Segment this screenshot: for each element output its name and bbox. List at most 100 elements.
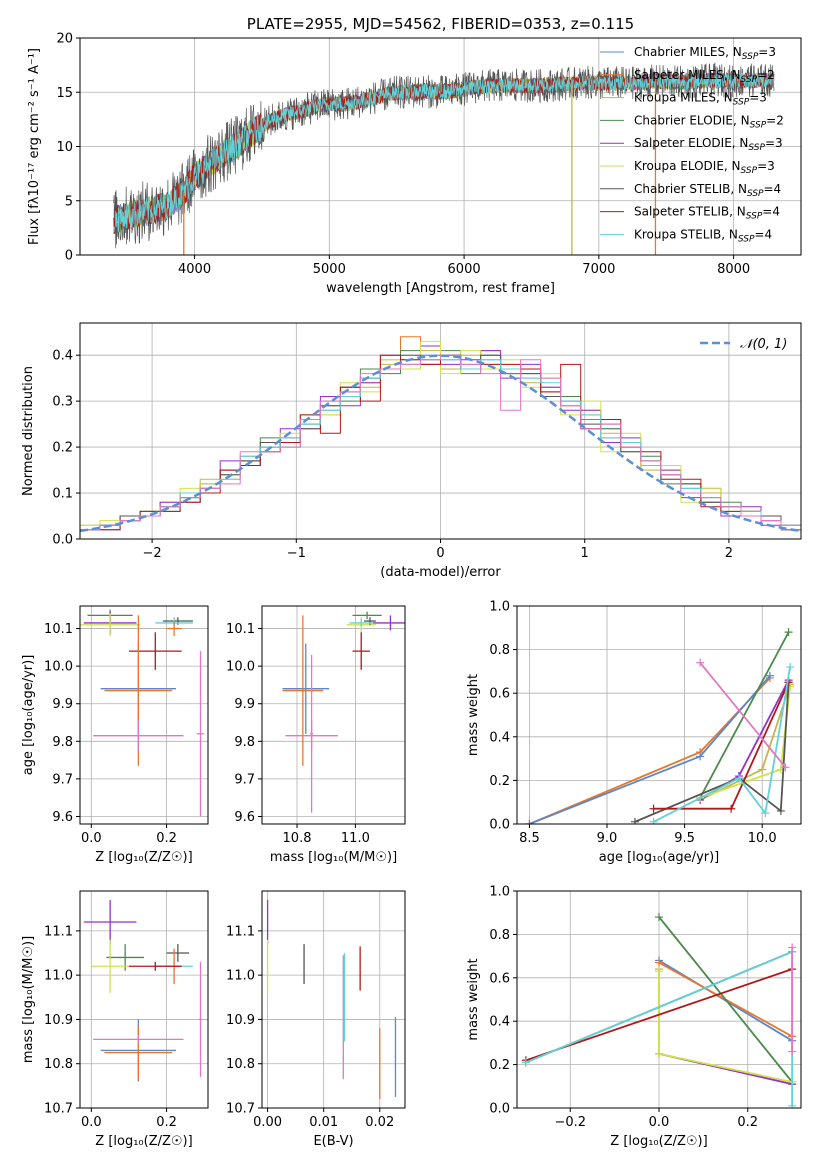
x-tick-label: 11.0 <box>341 831 370 846</box>
x-axis-label: Z [log₁₀(Z/Z☉)] <box>95 850 192 865</box>
y-tick-label: 11.0 <box>226 969 255 984</box>
weight-marker <box>776 806 785 815</box>
x-tick-label: 4000 <box>178 262 211 277</box>
axes-frame <box>261 890 406 1109</box>
weight-line-2 <box>658 969 793 1085</box>
x-tick-label: 7000 <box>582 262 615 277</box>
x-axis-label: mass [log₁₀(M/M☉)] <box>270 850 397 865</box>
plot-area <box>80 891 208 1108</box>
model-spectrum-8 <box>113 72 775 233</box>
legend-label: Salpeter STELIB, NSSP=4 <box>634 205 780 222</box>
x-tick-label: 0.0 <box>81 831 102 846</box>
legend-label: Chabrier ELODIE, NSSP=2 <box>634 113 784 130</box>
y-tick-label: 9.8 <box>52 735 73 750</box>
x-tick-label: 10.8 <box>283 831 312 846</box>
x-tick-label: 10.0 <box>748 831 777 846</box>
y-tick-label: 0.0 <box>489 1102 510 1117</box>
weight-marker <box>781 763 790 772</box>
weight-marker <box>761 809 770 818</box>
weight-marker <box>788 1047 797 1056</box>
y-tick-label: 11.1 <box>44 924 73 939</box>
x-tick-label: 8.5 <box>519 831 540 846</box>
weight-marker <box>784 628 793 637</box>
x-axis-label: age [log₁₀(age/yr)] <box>599 850 720 865</box>
legend-label: Chabrier MILES, NSSP=3 <box>634 45 776 62</box>
y-tick-label: 0.6 <box>489 687 510 702</box>
x-axis-label: Z [log₁₀(Z/Z☉)] <box>95 1134 192 1149</box>
weight-marker <box>521 1058 530 1067</box>
x-tick-label: 9.5 <box>674 831 695 846</box>
y-tick-label: 10.9 <box>44 1013 73 1028</box>
weight-marker <box>786 663 795 672</box>
y-tick-label: 15 <box>56 86 73 101</box>
weight-marker <box>788 943 797 952</box>
y-tick-label: 0.8 <box>489 928 510 943</box>
weight-line-5 <box>658 971 793 1083</box>
y-tick-label: 10.8 <box>44 1057 73 1072</box>
y-tick-label: 20 <box>56 32 73 47</box>
axes-frame <box>79 890 209 1109</box>
y-tick-label: 10.1 <box>226 622 255 637</box>
y-tick-label: 9.7 <box>234 772 255 787</box>
x-axis-label: Z [log₁₀(Z/Z☉)] <box>610 1134 707 1149</box>
x-tick-label: 0.2 <box>156 1115 177 1130</box>
plot-area <box>262 606 405 824</box>
y-tick-label: 11.1 <box>226 924 255 939</box>
x-axis-label: (data-model)/error <box>380 565 501 580</box>
x-tick-label: 0.02 <box>365 1115 394 1130</box>
y-tick-label: 10.8 <box>226 1057 255 1072</box>
legend-label: Kroupa STELIB, NSSP=4 <box>634 227 772 244</box>
panel-spectrum: 4000 5000 6000 7000 8000 0 5 10 15 20 wavelength [… <box>27 15 802 296</box>
y-tick-label: 0.2 <box>489 774 510 789</box>
y-tick-label: 11.0 <box>44 969 73 984</box>
x-tick-label: 0.0 <box>649 1115 670 1130</box>
weight-marker <box>788 1101 797 1108</box>
panel-residuals: −2 −1 0 1 2 0.0 0.1 0.2 0.3 0.4 (data-model)/error… <box>21 322 802 580</box>
plot-area <box>80 323 801 539</box>
x-tick-label: 0.0 <box>81 1115 102 1130</box>
panel-weight_vs_age: 8.5 9.0 9.5 10.0 0.0 0.2 0.4 0.6 0.8 1.0 age [log₁… <box>466 600 802 865</box>
y-tick-label: 0.4 <box>52 349 73 364</box>
y-tick-label: 9.8 <box>234 735 255 750</box>
y-axis-label: mass [log₁₀(M/M☉)] <box>21 936 36 1063</box>
weight-marker <box>727 804 736 813</box>
y-tick-label: 10.9 <box>226 1013 255 1028</box>
panel-weight_vs_z: −0.2 0.0 0.2 0.0 0.2 0.4 0.6 0.8 1.0 Z [log₁₀(Z/Z… <box>466 885 802 1149</box>
x-tick-label: 5000 <box>313 262 346 277</box>
y-tick-label: 0.0 <box>489 818 510 833</box>
weight-marker <box>696 658 705 667</box>
y-axis-label: Normed distribution <box>21 366 36 496</box>
weight-marker <box>655 967 663 976</box>
weight-line-8 <box>653 666 791 823</box>
y-tick-label: 10.7 <box>226 1102 255 1117</box>
weight-line-3 <box>658 916 793 1083</box>
x-axis-label: wavelength [Angstrom, rest frame] <box>326 281 555 296</box>
x-tick-label: 0.2 <box>156 831 177 846</box>
y-tick-label: 0.4 <box>489 1015 510 1030</box>
weight-marker <box>696 752 705 761</box>
x-tick-label: 9.0 <box>597 831 618 846</box>
y-tick-label: 0.2 <box>52 441 73 456</box>
gaussian-curve <box>80 354 801 533</box>
weight-marker <box>649 817 658 824</box>
legend-label: Kroupa MILES, NSSP=3 <box>634 91 767 108</box>
plot-area <box>262 891 405 1108</box>
chart-title: PLATE=2955, MJD=54562, FIBERID=0353, z=0… <box>247 15 634 33</box>
weight-line-3 <box>699 631 790 799</box>
x-tick-label: −2 <box>143 546 162 561</box>
x-tick-label: 2 <box>725 546 733 561</box>
plot-area <box>80 606 208 824</box>
y-tick-label: 5 <box>65 194 73 209</box>
weight-marker <box>655 1049 663 1058</box>
y-tick-label: 9.6 <box>234 810 255 825</box>
y-tick-label: 10.0 <box>226 660 255 675</box>
y-tick-label: 9.6 <box>52 810 73 825</box>
weight-marker <box>758 765 767 774</box>
y-axis-label: mass weight <box>466 674 481 756</box>
x-tick-label: 8000 <box>717 262 750 277</box>
x-tick-label: 0.2 <box>737 1115 758 1130</box>
weight-marker <box>525 820 534 824</box>
y-tick-label: 0.1 <box>52 487 73 502</box>
residual-histogram-5 <box>80 340 801 531</box>
